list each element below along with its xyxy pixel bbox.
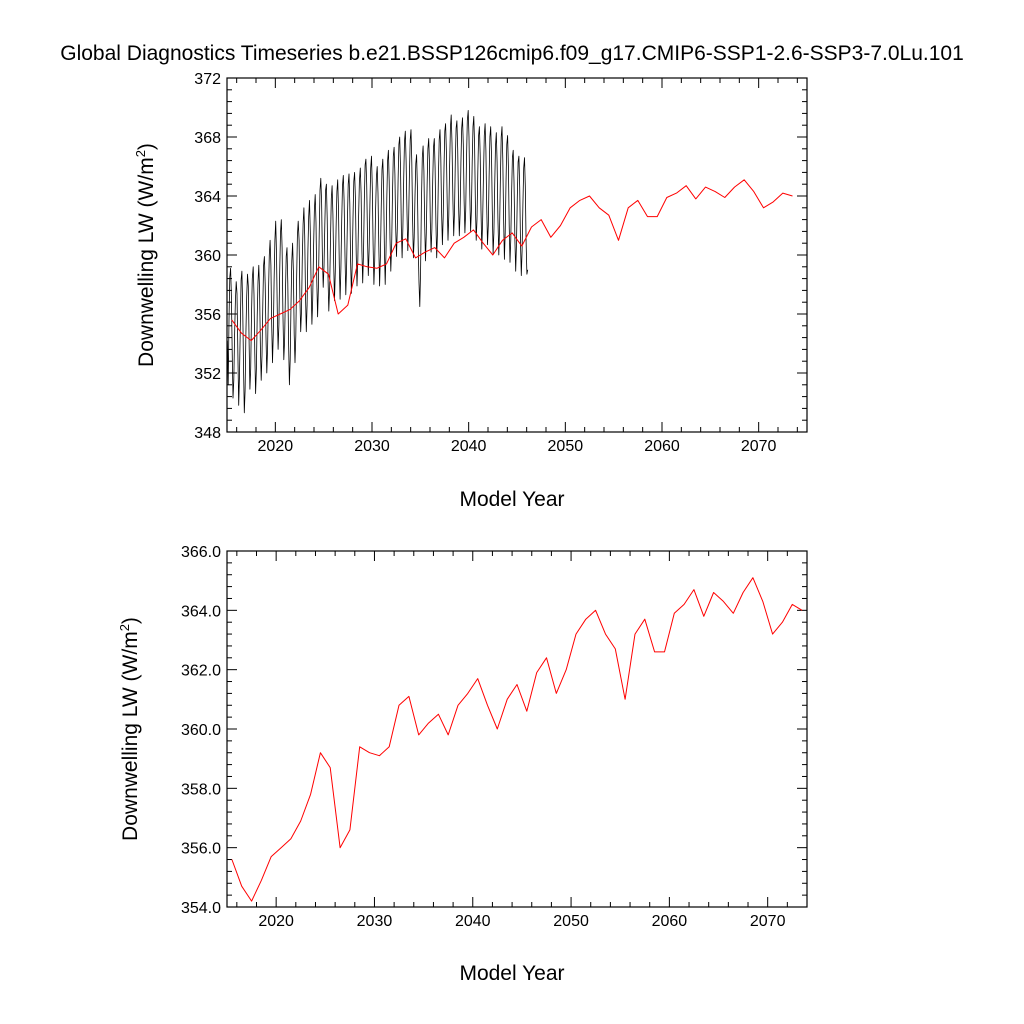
y-tick-label: 358.0 bbox=[181, 781, 221, 798]
top-y-axis-title: Downwelling LW (W/m2) bbox=[133, 143, 158, 367]
bottom-data bbox=[231, 577, 803, 902]
annual-mean-line bbox=[231, 179, 793, 342]
bottom-ticks bbox=[227, 550, 808, 908]
x-tick-label: 2070 bbox=[741, 438, 777, 455]
bottom-y-axis-title-sup: 2 bbox=[117, 624, 132, 631]
bottom-x-axis-title: Model Year bbox=[459, 962, 564, 985]
y-tick-label: 368 bbox=[194, 130, 221, 147]
y-tick-label: 348 bbox=[194, 425, 221, 442]
x-tick-label: 2020 bbox=[258, 438, 294, 455]
y-tick-label: 362.0 bbox=[181, 663, 221, 680]
top-ticks bbox=[227, 77, 807, 433]
bottom-x-tick-labels: 2020 2030 2040 2050 2060 2070 bbox=[258, 913, 785, 930]
x-tick-label: 2050 bbox=[548, 438, 584, 455]
x-tick-label: 2060 bbox=[644, 438, 680, 455]
top-panel: 2020 2030 2040 2050 2060 2070 348 352 356 360 364… bbox=[133, 71, 808, 511]
x-tick-label: 2060 bbox=[652, 913, 688, 930]
y-tick-label: 372 bbox=[194, 71, 221, 88]
top-x-tick-labels: 2020 2030 2040 2050 2060 2070 bbox=[258, 438, 777, 455]
top-y-axis-title-main: Downwelling LW (W/m bbox=[135, 157, 158, 367]
top-y-tick-labels: 348 352 356 360 364 368 372 bbox=[194, 71, 221, 442]
x-tick-label: 2050 bbox=[553, 913, 589, 930]
top-y-axis-title-sup: 2 bbox=[133, 150, 148, 157]
monthly-line bbox=[227, 110, 529, 414]
y-tick-label: 356 bbox=[194, 307, 221, 324]
x-tick-label: 2030 bbox=[357, 913, 393, 930]
chart-title: Global Diagnostics Timeseries b.e21.BSSP… bbox=[60, 42, 964, 65]
x-tick-label: 2040 bbox=[451, 438, 487, 455]
top-x-axis-title: Model Year bbox=[459, 488, 564, 511]
x-tick-label: 2070 bbox=[750, 913, 786, 930]
bottom-y-axis-title-main: Downwelling LW (W/m bbox=[119, 631, 142, 841]
bottom-y-tick-labels: 354.0 356.0 358.0 360.0 362.0 364.0 366.0 bbox=[181, 544, 221, 917]
y-tick-label: 366.0 bbox=[181, 544, 221, 561]
x-tick-label: 2040 bbox=[455, 913, 491, 930]
bottom-panel: 2020 2030 2040 2050 2060 2070 354.0 356.0 358.0… bbox=[117, 544, 808, 985]
y-tick-label: 356.0 bbox=[181, 841, 221, 858]
bottom-plot-frame bbox=[226, 550, 808, 908]
bottom-y-axis-title: Downwelling LW (W/m2) bbox=[117, 617, 142, 841]
y-tick-label: 352 bbox=[194, 366, 221, 383]
y-tick-label: 360.0 bbox=[181, 722, 221, 739]
y-tick-label: 364 bbox=[194, 189, 221, 206]
bottom-y-axis-title-close: ) bbox=[119, 617, 142, 624]
x-tick-label: 2030 bbox=[354, 438, 390, 455]
top-data bbox=[227, 110, 793, 414]
annual-mean-line bbox=[231, 577, 803, 902]
y-tick-label: 354.0 bbox=[181, 900, 221, 917]
y-tick-label: 364.0 bbox=[181, 603, 221, 620]
top-y-axis-title-close: ) bbox=[135, 143, 158, 150]
x-tick-label: 2020 bbox=[258, 913, 294, 930]
top-plot-frame bbox=[226, 77, 808, 433]
y-tick-label: 360 bbox=[194, 248, 221, 265]
